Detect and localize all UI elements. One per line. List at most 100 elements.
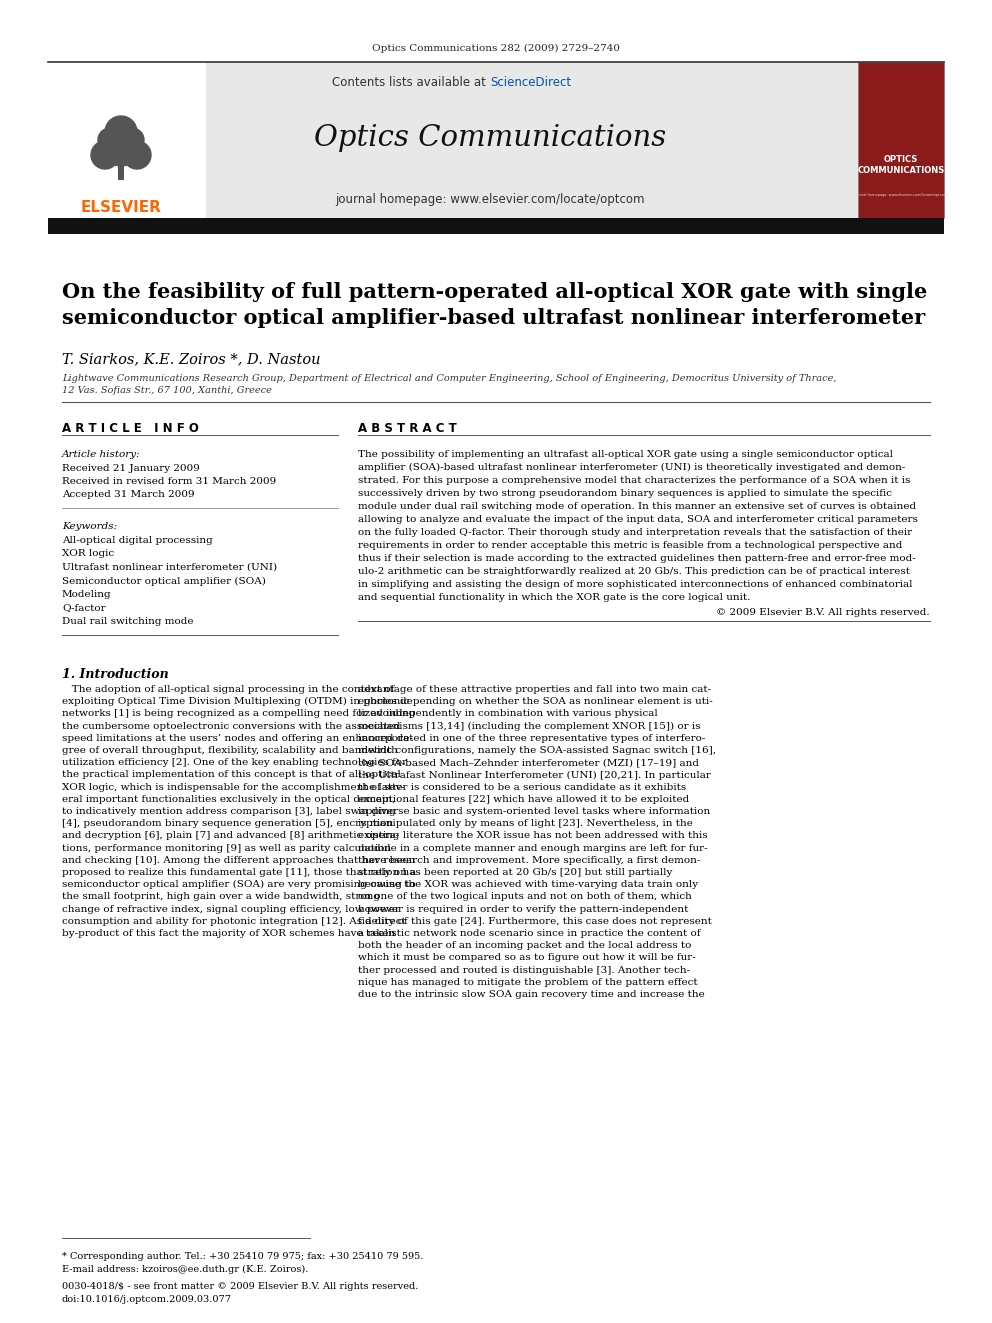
Text: Contents lists available at: Contents lists available at	[332, 75, 490, 89]
Text: and sequential functionality in which the XOR gate is the core logical unit.: and sequential functionality in which th…	[358, 593, 750, 602]
Text: © 2009 Elsevier B.V. All rights reserved.: © 2009 Elsevier B.V. All rights reserved…	[716, 609, 930, 617]
Text: On the feasibility of full pattern-operated all-optical XOR gate with single
sem: On the feasibility of full pattern-opera…	[62, 282, 928, 328]
Circle shape	[105, 116, 137, 148]
Text: lized independently in combination with various physical: lized independently in combination with …	[358, 709, 658, 718]
Text: journal homepage: www.elsevier.com/locate/optcom: journal homepage: www.elsevier.com/locat…	[335, 193, 645, 206]
Text: requirements in order to render acceptable this metric is feasible from a techno: requirements in order to render acceptab…	[358, 541, 903, 550]
Text: the SOA-based Mach–Zehnder interferometer (MZI) [17–19] and: the SOA-based Mach–Zehnder interferomete…	[358, 758, 699, 767]
Text: advantage of these attractive properties and fall into two main cat-: advantage of these attractive properties…	[358, 685, 711, 695]
Text: exploiting Optical Time Division Multiplexing (OTDM) in photonic: exploiting Optical Time Division Multipl…	[62, 697, 410, 706]
Text: ulo-2 arithmetic can be straightforwardly realized at 20 Gb/s. This prediction c: ulo-2 arithmetic can be straightforwardl…	[358, 568, 910, 576]
Text: which it must be compared so as to figure out how it will be fur-: which it must be compared so as to figur…	[358, 954, 695, 962]
Text: The adoption of all-optical signal processing in the context of: The adoption of all-optical signal proce…	[62, 685, 395, 695]
Text: gree of overall throughput, flexibility, scalability and bandwidth: gree of overall throughput, flexibility,…	[62, 746, 398, 755]
Text: egories depending on whether the SOA as nonlinear element is uti-: egories depending on whether the SOA as …	[358, 697, 712, 706]
Text: journal homepage: www.elsevier.com/locate/optcom: journal homepage: www.elsevier.com/locat…	[854, 193, 947, 197]
Text: speed limitations at the users’ nodes and offering an enhanced de-: speed limitations at the users’ nodes an…	[62, 734, 413, 742]
Text: Lightwave Communications Research Group, Department of Electrical and Computer E: Lightwave Communications Research Group,…	[62, 374, 836, 382]
Text: and decryption [6], plain [7] and advanced [8] arithmetic opera-: and decryption [6], plain [7] and advanc…	[62, 831, 399, 840]
Text: exceptional features [22] which have allowed it to be exploited: exceptional features [22] which have all…	[358, 795, 689, 804]
Text: networks [1] is being recognized as a compelling need for avoiding: networks [1] is being recognized as a co…	[62, 709, 416, 718]
Text: module under dual rail switching mode of operation. In this manner an extensive : module under dual rail switching mode of…	[358, 501, 917, 511]
Circle shape	[103, 130, 139, 165]
Text: XOR logic: XOR logic	[62, 549, 114, 558]
Text: due to the intrinsic slow SOA gain recovery time and increase the: due to the intrinsic slow SOA gain recov…	[358, 990, 704, 999]
Text: strated. For this purpose a comprehensive model that characterizes the performan: strated. For this purpose a comprehensiv…	[358, 476, 911, 486]
Text: Ultrafast nonlinear interferometer (UNI): Ultrafast nonlinear interferometer (UNI)	[62, 564, 277, 572]
Text: 12 Vas. Sofias Str., 67 100, Xanthi, Greece: 12 Vas. Sofias Str., 67 100, Xanthi, Gre…	[62, 386, 272, 396]
Text: Modeling: Modeling	[62, 590, 112, 599]
Text: ELSEVIER: ELSEVIER	[80, 201, 162, 216]
Text: Q-factor: Q-factor	[62, 603, 105, 613]
Bar	[858, 62, 944, 218]
Text: module in a complete manner and enough margins are left for fur-: module in a complete manner and enough m…	[358, 844, 707, 852]
Text: Optics Communications 282 (2009) 2729–2740: Optics Communications 282 (2009) 2729–27…	[372, 44, 620, 53]
Text: change of refractive index, signal coupling efficiency, low power: change of refractive index, signal coupl…	[62, 905, 400, 914]
Text: 0030-4018/$ - see front matter © 2009 Elsevier B.V. All rights reserved.: 0030-4018/$ - see front matter © 2009 El…	[62, 1282, 419, 1291]
Text: XOR logic, which is indispensable for the accomplishment of sev-: XOR logic, which is indispensable for th…	[62, 783, 405, 791]
Text: in diverse basic and system-oriented level tasks where information: in diverse basic and system-oriented lev…	[358, 807, 710, 816]
Text: mechanisms [13,14] (including the complement XNOR [15]) or is: mechanisms [13,14] (including the comple…	[358, 721, 700, 730]
Text: stration has been reported at 20 Gb/s [20] but still partially: stration has been reported at 20 Gb/s [2…	[358, 868, 673, 877]
Text: on the fully loaded Q-factor. Their thorough study and interpretation reveals th: on the fully loaded Q-factor. Their thor…	[358, 528, 912, 537]
Circle shape	[123, 142, 151, 169]
Text: Accepted 31 March 2009: Accepted 31 March 2009	[62, 490, 194, 499]
Bar	[118, 160, 124, 180]
Circle shape	[98, 128, 122, 152]
Text: because the XOR was achieved with time-varying data train only: because the XOR was achieved with time-v…	[358, 880, 698, 889]
Text: tions, performance monitoring [9] as well as parity calculation: tions, performance monitoring [9] as wel…	[62, 844, 391, 852]
Text: to indicatively mention address comparison [3], label swapping: to indicatively mention address comparis…	[62, 807, 396, 816]
Text: Keywords:: Keywords:	[62, 523, 117, 531]
Text: a realistic network node scenario since in practice the content of: a realistic network node scenario since …	[358, 929, 700, 938]
Bar	[48, 62, 858, 218]
Text: the small footprint, high gain over a wide bandwidth, strong: the small footprint, high gain over a wi…	[62, 893, 380, 901]
Text: * Corresponding author. Tel.: +30 25410 79 975; fax: +30 25410 79 595.: * Corresponding author. Tel.: +30 25410 …	[62, 1252, 424, 1261]
Text: T. Siarkos, K.E. Zoiros *, D. Nastou: T. Siarkos, K.E. Zoiros *, D. Nastou	[62, 352, 320, 366]
Text: ther research and improvement. More specifically, a first demon-: ther research and improvement. More spec…	[358, 856, 700, 865]
Circle shape	[91, 142, 119, 169]
Text: however is required in order to verify the pattern-independent: however is required in order to verify t…	[358, 905, 688, 914]
Text: by-product of this fact the majority of XOR schemes have taken: by-product of this fact the majority of …	[62, 929, 396, 938]
Text: incorporated in one of the three representative types of interfero-: incorporated in one of the three represe…	[358, 734, 705, 742]
Text: the Ultrafast Nonlinear Interferometer (UNI) [20,21]. In particular: the Ultrafast Nonlinear Interferometer (…	[358, 770, 711, 779]
Text: [4], pseudorandom binary sequence generation [5], encryption: [4], pseudorandom binary sequence genera…	[62, 819, 393, 828]
Bar	[48, 218, 944, 234]
Text: OPTICS
COMMUNICATIONS: OPTICS COMMUNICATIONS	[857, 155, 944, 175]
Bar	[48, 62, 206, 218]
Text: ScienceDirect: ScienceDirect	[490, 75, 571, 89]
Text: ther processed and routed is distinguishable [3]. Another tech-: ther processed and routed is distinguish…	[358, 966, 690, 975]
Text: eral important functionalities exclusively in the optical domain,: eral important functionalities exclusive…	[62, 795, 396, 804]
Text: in simplifying and assisting the design of more sophisticated interconnections o: in simplifying and assisting the design …	[358, 579, 913, 589]
Text: Article history:: Article history:	[62, 450, 141, 459]
Text: the practical implementation of this concept is that of all-optical: the practical implementation of this con…	[62, 770, 401, 779]
Text: A B S T R A C T: A B S T R A C T	[358, 422, 456, 435]
Text: The possibility of implementing an ultrafast all-optical XOR gate using a single: The possibility of implementing an ultra…	[358, 450, 893, 459]
Text: successively driven by two strong pseudorandom binary sequences is applied to si: successively driven by two strong pseudo…	[358, 490, 892, 497]
Text: and checking [10]. Among the different approaches that have been: and checking [10]. Among the different a…	[62, 856, 416, 865]
Text: metric configurations, namely the SOA-assisted Sagnac switch [16],: metric configurations, namely the SOA-as…	[358, 746, 716, 755]
Text: the cumbersome optoelectronic conversions with the associated: the cumbersome optoelectronic conversion…	[62, 721, 401, 730]
Text: on one of the two logical inputs and not on both of them, which: on one of the two logical inputs and not…	[358, 893, 691, 901]
Text: All-optical digital processing: All-optical digital processing	[62, 536, 212, 545]
Text: fidelity of this gate [24]. Furthermore, this case does not represent: fidelity of this gate [24]. Furthermore,…	[358, 917, 712, 926]
Text: amplifier (SOA)-based ultrafast nonlinear interferometer (UNI) is theoretically : amplifier (SOA)-based ultrafast nonlinea…	[358, 463, 906, 472]
Text: allowing to analyze and evaluate the impact of the input data, SOA and interfero: allowing to analyze and evaluate the imp…	[358, 515, 918, 524]
Text: doi:10.1016/j.optcom.2009.03.077: doi:10.1016/j.optcom.2009.03.077	[62, 1295, 232, 1304]
Circle shape	[120, 128, 144, 152]
Text: thus if their selection is made according to the extracted guidelines then patte: thus if their selection is made accordin…	[358, 554, 916, 564]
Text: Received 21 January 2009: Received 21 January 2009	[62, 464, 199, 474]
Text: A R T I C L E   I N F O: A R T I C L E I N F O	[62, 422, 198, 435]
Text: existing literature the XOR issue has not been addressed with this: existing literature the XOR issue has no…	[358, 831, 707, 840]
Text: nique has managed to mitigate the problem of the pattern effect: nique has managed to mitigate the proble…	[358, 978, 697, 987]
Text: is manipulated only by means of light [23]. Nevertheless, in the: is manipulated only by means of light [2…	[358, 819, 692, 828]
Text: proposed to realize this fundamental gate [11], those that rely on a: proposed to realize this fundamental gat…	[62, 868, 417, 877]
Text: utilization efficiency [2]. One of the key enabling technologies for: utilization efficiency [2]. One of the k…	[62, 758, 407, 767]
Text: Optics Communications: Optics Communications	[313, 124, 666, 152]
Text: Received in revised form 31 March 2009: Received in revised form 31 March 2009	[62, 478, 276, 486]
Text: the latter is considered to be a serious candidate as it exhibits: the latter is considered to be a serious…	[358, 783, 686, 791]
Text: Semiconductor optical amplifier (SOA): Semiconductor optical amplifier (SOA)	[62, 577, 266, 586]
Text: E-mail address: kzoiros@ee.duth.gr (K.E. Zoiros).: E-mail address: kzoiros@ee.duth.gr (K.E.…	[62, 1265, 309, 1274]
Text: both the header of an incoming packet and the local address to: both the header of an incoming packet an…	[358, 941, 691, 950]
Text: semiconductor optical amplifier (SOA) are very promising owing to: semiconductor optical amplifier (SOA) ar…	[62, 880, 416, 889]
Text: 1. Introduction: 1. Introduction	[62, 668, 169, 681]
